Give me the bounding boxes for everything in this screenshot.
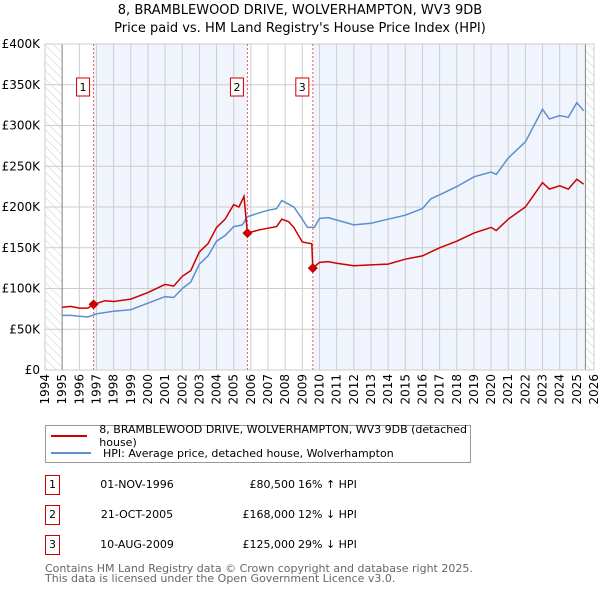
x-tick-label: 1996 <box>72 374 86 405</box>
x-tick-label: 2017 <box>433 374 447 405</box>
x-tick-label: 2006 <box>244 374 258 405</box>
sale-price: £125,000 <box>242 538 296 551</box>
x-tick-label: 1999 <box>124 374 138 405</box>
x-tick-label: 2002 <box>175 374 189 405</box>
legend-label-hpi: HPI: Average price, detached house, Wolv… <box>103 446 394 460</box>
x-tick-label: 2007 <box>261 374 275 405</box>
y-tick-label: £350K <box>2 78 42 92</box>
x-tick-label: 2000 <box>141 374 155 405</box>
x-tick-label: 2008 <box>278 374 292 405</box>
price-chart: 1994 1995 1996 1997 1998 1999 2000 2001 2002 2003… <box>2 37 600 405</box>
x-tick-label: 2013 <box>364 374 378 405</box>
y-tick-label: £200K <box>2 200 42 214</box>
series-line-hpi <box>62 101 585 318</box>
footer-licence: This data is licensed under the Open Gov… <box>45 572 396 585</box>
legend-swatch-hpi <box>51 452 91 454</box>
x-tick-label: 2019 <box>467 374 481 405</box>
x-tick-label: 2012 <box>347 374 361 405</box>
x-tick-label: 1997 <box>89 374 103 405</box>
sale-label-box <box>76 77 91 97</box>
legend-item-hpi: HPI: Average price, detached house, Wolv… <box>46 445 394 461</box>
x-tick-label: 2005 <box>227 374 241 405</box>
x-tick-label: 2011 <box>330 374 344 405</box>
legend: 8, BRAMBLEWOOD DRIVE, WOLVERHAMPTON, WV3… <box>45 423 471 463</box>
sale-point <box>242 228 253 239</box>
x-tick-label: 1994 <box>38 374 52 405</box>
x-tick-label: 2021 <box>501 374 515 405</box>
x-tick-label: 2010 <box>313 374 327 405</box>
x-tick-label: 1998 <box>107 374 121 405</box>
series-line-property <box>62 178 585 309</box>
chart-subtitle: Price paid vs. HM Land Registry's House … <box>114 21 486 36</box>
x-tick-label: 2020 <box>484 374 498 405</box>
x-tick-label: 2025 <box>570 374 584 405</box>
sale-price: £80,500 <box>249 478 296 491</box>
sale-date: 10-AUG-2009 <box>100 538 174 551</box>
sale-hpi-diff: 29% ↓ HPI <box>298 538 357 551</box>
sale-number: 3 <box>45 535 60 555</box>
y-tick-label: £300K <box>2 119 42 133</box>
y-tick-label: £250K <box>2 159 42 173</box>
x-tick-label: 2009 <box>295 374 309 405</box>
x-tick-label: 2023 <box>536 374 550 405</box>
sale-label-box <box>295 77 310 97</box>
x-tick-label: 2018 <box>450 374 464 405</box>
sale-label-number: 3 <box>299 81 306 94</box>
x-tick-label: 2024 <box>553 374 567 405</box>
sale-price: £168,000 <box>242 508 296 521</box>
x-tick-label: 2001 <box>158 374 172 405</box>
y-tick-label: £50K <box>9 322 41 336</box>
y-tick-label: £400K <box>2 37 42 51</box>
sale-number: 1 <box>45 475 60 495</box>
sale-date: 01-NOV-1996 <box>100 478 174 491</box>
chart-title: 8, BRAMBLEWOOD DRIVE, WOLVERHAMPTON, WV3… <box>117 3 483 18</box>
sale-hpi-diff: 12% ↓ HPI <box>298 508 357 521</box>
x-tick-label: 2016 <box>415 374 429 405</box>
legend-item-property: 8, BRAMBLEWOOD DRIVE, WOLVERHAMPTON, WV3… <box>46 423 470 449</box>
footer-copyright: Contains HM Land Registry data © Crown c… <box>45 562 473 575</box>
sale-hpi-diff: 16% ↑ HPI <box>298 478 357 491</box>
y-tick-label: £100K <box>2 282 42 296</box>
sale-point <box>88 299 99 310</box>
x-tick-label: 2015 <box>398 374 412 405</box>
x-tick-label: 2003 <box>192 374 206 405</box>
sale-number: 2 <box>45 505 60 525</box>
x-tick-label: 1995 <box>55 374 69 405</box>
sale-label-box <box>229 77 244 97</box>
x-tick-label: 2014 <box>381 374 395 405</box>
legend-label-property: 8, BRAMBLEWOOD DRIVE, WOLVERHAMPTON, WV3… <box>99 423 468 449</box>
plot-frame <box>44 43 595 371</box>
y-tick-label: £0 <box>25 363 40 377</box>
x-tick-label: 2026 <box>587 374 600 405</box>
sale-label-number: 1 <box>80 81 87 94</box>
sale-date: 21-OCT-2005 <box>100 508 174 521</box>
x-tick-label: 2022 <box>518 374 532 405</box>
x-tick-label: 2004 <box>210 374 224 405</box>
sale-point <box>307 263 318 274</box>
legend-swatch-property <box>51 435 88 437</box>
sale-label-number: 2 <box>233 81 240 94</box>
y-tick-label: £150K <box>2 241 42 255</box>
